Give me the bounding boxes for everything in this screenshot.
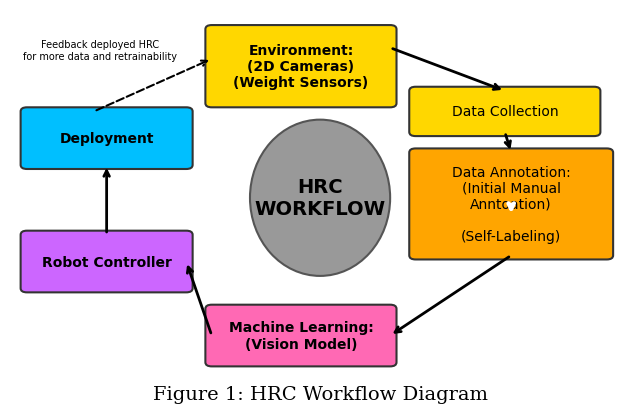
Text: Figure 1: HRC Workflow Diagram: Figure 1: HRC Workflow Diagram [152, 385, 488, 404]
FancyBboxPatch shape [205, 26, 397, 108]
Text: Robot Controller: Robot Controller [42, 255, 172, 269]
Text: Data Collection: Data Collection [451, 105, 558, 119]
Text: Data Annotation:
(Initial Manual
Anntoation)

(Self-Labeling): Data Annotation: (Initial Manual Anntoat… [452, 165, 571, 244]
Text: HRC
WORKFLOW: HRC WORKFLOW [255, 178, 386, 219]
FancyBboxPatch shape [409, 149, 613, 260]
FancyBboxPatch shape [20, 231, 193, 293]
FancyBboxPatch shape [20, 108, 193, 170]
Text: Machine Learning:
(Vision Model): Machine Learning: (Vision Model) [228, 320, 373, 351]
Ellipse shape [250, 120, 390, 276]
FancyBboxPatch shape [409, 88, 600, 137]
Text: Deployment: Deployment [60, 132, 154, 146]
FancyBboxPatch shape [205, 305, 397, 366]
Text: Feedback deployed HRC
for more data and retrainability: Feedback deployed HRC for more data and … [23, 40, 177, 62]
Text: Environment:
(2D Cameras)
(Weight Sensors): Environment: (2D Cameras) (Weight Sensor… [234, 44, 369, 90]
